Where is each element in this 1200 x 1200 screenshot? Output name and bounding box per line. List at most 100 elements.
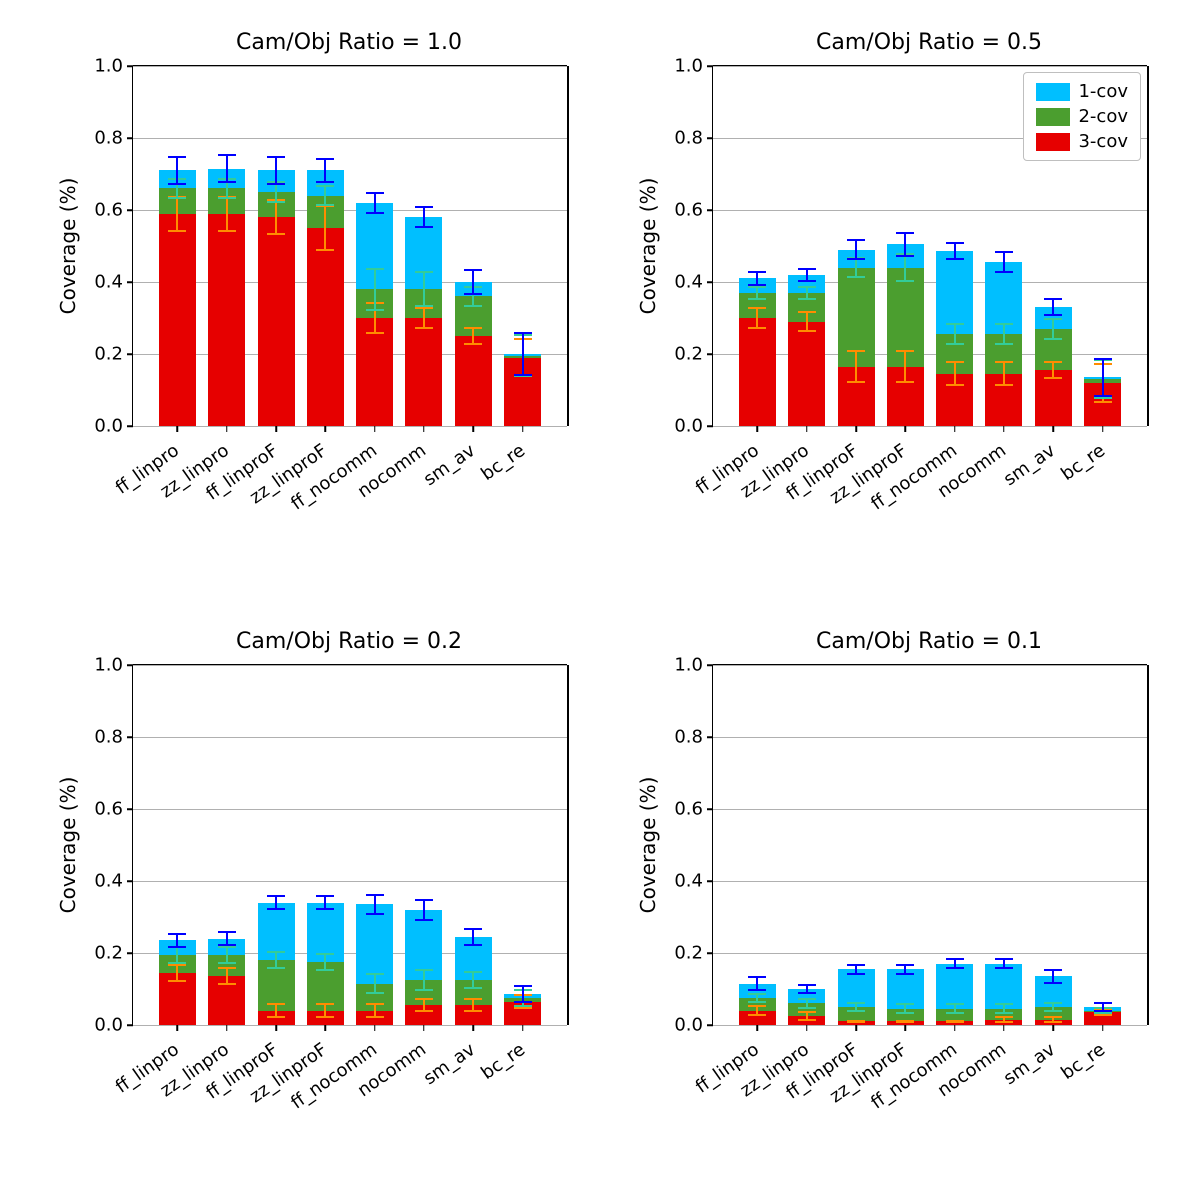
err-2cov xyxy=(748,286,766,300)
err-2cov xyxy=(464,971,482,989)
err-1cov xyxy=(748,976,766,990)
legend-label: 1-cov xyxy=(1078,81,1128,102)
bar-3cov xyxy=(739,318,776,426)
err-3cov xyxy=(415,307,433,329)
err-2cov xyxy=(946,1003,964,1014)
err-2cov xyxy=(218,946,236,964)
err-3cov xyxy=(798,311,816,333)
err-3cov xyxy=(415,998,433,1012)
err-3cov xyxy=(464,327,482,345)
err-2cov xyxy=(798,998,816,1009)
err-2cov xyxy=(946,323,964,345)
err-3cov xyxy=(316,205,334,252)
ytick-label: 0.0 xyxy=(94,416,123,437)
err-1cov xyxy=(1044,969,1062,983)
coverage-figure: Cam/Obj Ratio = 1.0 0.00.20.40.60.81.0ff_… xyxy=(0,0,1200,1200)
err-2cov xyxy=(896,253,914,282)
panel-title: Cam/Obj Ratio = 0.5 xyxy=(712,30,1146,55)
err-3cov xyxy=(995,361,1013,386)
ytick-label: 0.4 xyxy=(94,871,123,892)
err-2cov xyxy=(1044,318,1062,340)
err-2cov xyxy=(267,951,285,969)
err-1cov xyxy=(415,899,433,921)
ytick-label: 0.2 xyxy=(94,943,123,964)
ytick-label: 0.2 xyxy=(674,943,703,964)
err-1cov xyxy=(218,154,236,183)
err-1cov xyxy=(946,242,964,260)
legend-item: 3-cov xyxy=(1036,131,1128,152)
ytick-label: 0.8 xyxy=(94,128,123,149)
panel-title: Cam/Obj Ratio = 0.1 xyxy=(712,629,1146,654)
chart-panel: Cam/Obj Ratio = 1.00.00.20.40.60.81.0ff_… xyxy=(132,66,566,426)
err-2cov xyxy=(1044,1002,1062,1013)
ytick-label: 1.0 xyxy=(94,655,123,676)
ytick-label: 0.4 xyxy=(674,272,703,293)
ytick-label: 0.6 xyxy=(674,200,703,221)
err-1cov xyxy=(415,206,433,228)
panel-title: Cam/Obj Ratio = 0.2 xyxy=(132,629,566,654)
err-3cov xyxy=(366,1003,384,1017)
err-3cov xyxy=(218,967,236,985)
err-3cov xyxy=(267,199,285,235)
err-3cov xyxy=(995,1016,1013,1023)
bar-1cov xyxy=(936,251,973,334)
bar-3cov xyxy=(788,322,825,426)
bar-3cov xyxy=(356,318,393,426)
legend: 1-cov2-cov3-cov xyxy=(1023,72,1141,161)
legend-swatch xyxy=(1036,83,1070,101)
err-1cov xyxy=(896,964,914,975)
err-2cov xyxy=(798,286,816,300)
y-axis-label: Coverage (%) xyxy=(636,178,660,315)
err-3cov xyxy=(798,1011,816,1022)
ytick-label: 0.8 xyxy=(674,727,703,748)
err-1cov xyxy=(1094,1002,1112,1013)
axes: 0.00.20.40.60.81.0ff_linprozz_linproff_l… xyxy=(712,66,1147,427)
ytick-label: 1.0 xyxy=(674,655,703,676)
panel-title: Cam/Obj Ratio = 1.0 xyxy=(132,30,566,55)
ytick-label: 1.0 xyxy=(94,56,123,77)
err-3cov xyxy=(218,196,236,232)
err-1cov xyxy=(366,192,384,214)
err-2cov xyxy=(995,1003,1013,1014)
err-1cov xyxy=(464,269,482,294)
err-1cov xyxy=(1094,358,1112,398)
y-axis-label: Coverage (%) xyxy=(56,178,80,315)
err-3cov xyxy=(896,350,914,382)
ytick-label: 0.8 xyxy=(674,128,703,149)
ytick-label: 0.0 xyxy=(94,1015,123,1036)
err-1cov xyxy=(798,984,816,995)
err-1cov xyxy=(748,271,766,285)
err-3cov xyxy=(896,1020,914,1024)
bar-1cov xyxy=(356,904,393,983)
err-3cov xyxy=(748,1005,766,1016)
err-2cov xyxy=(366,973,384,995)
err-1cov xyxy=(464,928,482,946)
ytick-label: 1.0 xyxy=(674,56,703,77)
err-2cov xyxy=(896,1003,914,1014)
ytick-label: 0.0 xyxy=(674,1015,703,1036)
err-1cov xyxy=(366,894,384,916)
ytick-label: 0.6 xyxy=(94,799,123,820)
err-1cov xyxy=(798,268,816,282)
err-3cov xyxy=(267,1003,285,1017)
ytick-label: 0.8 xyxy=(94,727,123,748)
err-1cov xyxy=(946,958,964,969)
err-2cov xyxy=(415,969,433,991)
err-1cov xyxy=(847,239,865,261)
err-3cov xyxy=(464,998,482,1012)
err-2cov xyxy=(847,1002,865,1013)
err-1cov xyxy=(316,158,334,183)
bar-1cov xyxy=(985,964,1022,1009)
legend-item: 1-cov xyxy=(1036,81,1128,102)
err-1cov xyxy=(995,251,1013,273)
bar-3cov xyxy=(208,214,245,426)
ytick-label: 0.0 xyxy=(674,416,703,437)
err-1cov xyxy=(514,985,532,1003)
err-2cov xyxy=(168,946,186,964)
err-3cov xyxy=(168,964,186,982)
err-1cov xyxy=(514,332,532,375)
err-1cov xyxy=(995,958,1013,969)
ytick-label: 0.4 xyxy=(674,871,703,892)
err-3cov xyxy=(316,1003,334,1017)
bar-3cov xyxy=(258,217,295,426)
